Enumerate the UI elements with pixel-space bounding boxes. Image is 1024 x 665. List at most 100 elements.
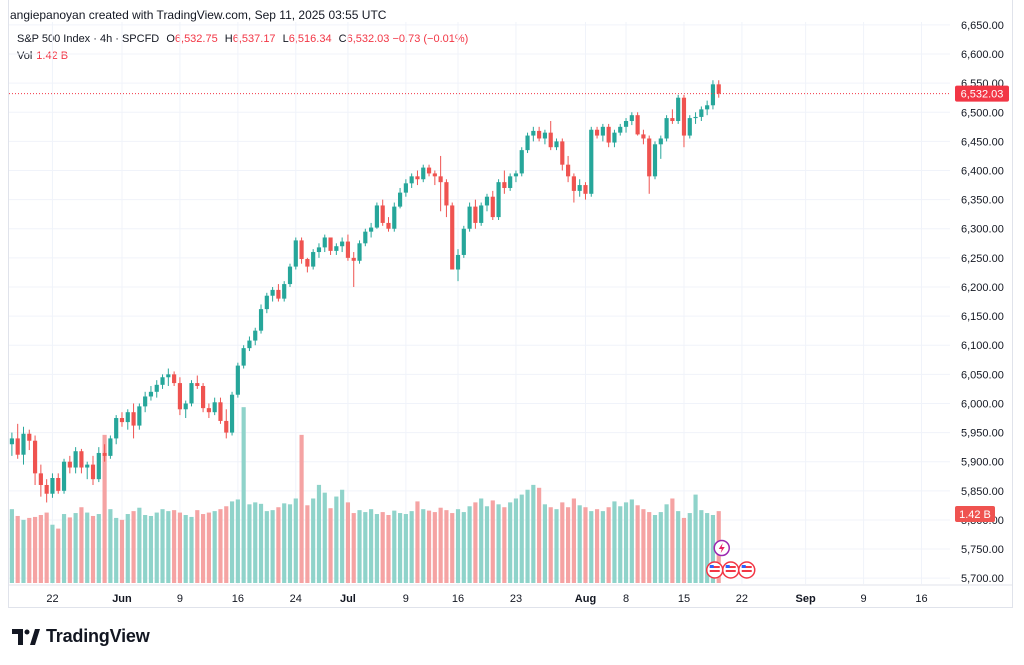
candle-body	[131, 412, 136, 426]
candle-body	[444, 182, 449, 206]
y-tick-label: 6,650.00	[961, 20, 1004, 32]
candle-body	[96, 452, 101, 480]
volume-bar	[9, 509, 14, 583]
candle-body	[380, 205, 385, 223]
volume-bar	[247, 504, 252, 583]
candle-body	[264, 295, 269, 310]
candle-body	[293, 240, 298, 267]
candle-body	[322, 237, 327, 248]
tradingview-logo-icon	[12, 628, 40, 645]
x-tick-label: 15	[678, 593, 690, 605]
candle-body	[705, 105, 710, 110]
flag-canton-icon	[725, 565, 730, 568]
candle-body	[177, 383, 183, 410]
candle-body	[566, 164, 571, 177]
candle-body	[114, 418, 119, 439]
volume-bar	[618, 506, 623, 583]
volume-bar	[154, 512, 159, 583]
candle-body	[345, 241, 351, 258]
change-value: −0.73 (−0.01%)	[392, 33, 469, 45]
volume-bar	[380, 512, 385, 583]
y-tick-label: 6,250.00	[961, 253, 1004, 265]
candle-body	[108, 438, 113, 456]
volume-bar	[444, 510, 449, 583]
lightning-glyph-icon	[718, 543, 725, 553]
volume-bar	[479, 498, 484, 583]
volume-bar	[311, 498, 316, 583]
candle-body	[693, 116, 698, 119]
volume-bar	[287, 504, 293, 583]
volume-bar	[125, 514, 130, 583]
candle-body	[85, 464, 90, 468]
volume-bar	[589, 511, 594, 583]
x-tick-label: Aug	[575, 593, 596, 605]
volume-bar	[647, 512, 652, 583]
candle-body	[710, 84, 716, 106]
volume-bar	[143, 515, 148, 583]
y-tick-label: 6,200.00	[961, 282, 1004, 294]
candle-body	[473, 206, 478, 223]
candle-body	[235, 365, 240, 395]
volume-bar	[67, 517, 72, 583]
volume-bar	[299, 434, 304, 583]
x-tick-label: 8	[623, 593, 629, 605]
volume-bar	[224, 506, 229, 583]
volume-bar	[328, 508, 333, 583]
candle-body	[716, 84, 721, 94]
candle-body	[172, 374, 177, 384]
volume-bar	[473, 502, 478, 583]
volume-bar	[305, 505, 310, 583]
x-tick-label: 23	[510, 593, 522, 605]
y-tick-label: 5,850.00	[961, 486, 1004, 498]
volume-bar	[554, 509, 559, 583]
volume-bar	[681, 517, 687, 583]
candle-body	[409, 176, 414, 184]
close-value: 6,532.03	[346, 33, 390, 45]
x-tick-label: 22	[736, 593, 748, 605]
candle-body	[554, 141, 559, 148]
tradingview-brand-name: TradingView	[46, 626, 150, 646]
candle-body	[618, 126, 623, 133]
volume-bar	[108, 509, 113, 583]
volume-bar	[421, 509, 426, 583]
volume-bar	[693, 494, 698, 583]
candle-body	[160, 377, 165, 385]
volume-bar	[148, 515, 154, 583]
candle-body	[212, 402, 217, 413]
candle-body	[496, 182, 501, 218]
x-tick-label: 16	[915, 593, 927, 605]
volume-bar	[79, 507, 84, 583]
volume-bar	[531, 484, 536, 583]
volume-bar	[363, 512, 368, 583]
volume-bar	[426, 510, 432, 583]
candle-body	[229, 394, 235, 433]
volume-bar	[548, 507, 553, 583]
volume-bar	[374, 514, 379, 583]
candle-body	[577, 185, 582, 191]
volume-bar	[357, 510, 362, 583]
low-label: L	[282, 33, 289, 45]
tradingview-logo[interactable]: TradingView	[12, 626, 150, 647]
candle-body	[484, 196, 490, 206]
volume-bar	[351, 513, 356, 583]
volume-bar	[566, 507, 571, 583]
volume-bar	[61, 514, 67, 583]
candle-body	[374, 205, 379, 228]
volume-bar	[258, 503, 264, 583]
candle-body	[351, 257, 356, 261]
candle-body	[583, 185, 588, 194]
y-tick-label: 6,350.00	[961, 195, 1004, 207]
candle-body	[479, 205, 484, 223]
volume-bar	[369, 509, 374, 583]
volume-bar	[687, 513, 692, 583]
candle-body	[600, 126, 605, 136]
volume-bar	[606, 507, 611, 583]
candle-body	[386, 222, 391, 229]
volume-bar	[218, 509, 223, 583]
candle-body	[340, 241, 345, 247]
candle-body	[421, 167, 426, 180]
volume-bar	[525, 489, 530, 583]
last-price-badge	[955, 85, 1009, 102]
chart-credit: angiepanoyan created with TradingView.co…	[10, 8, 387, 22]
